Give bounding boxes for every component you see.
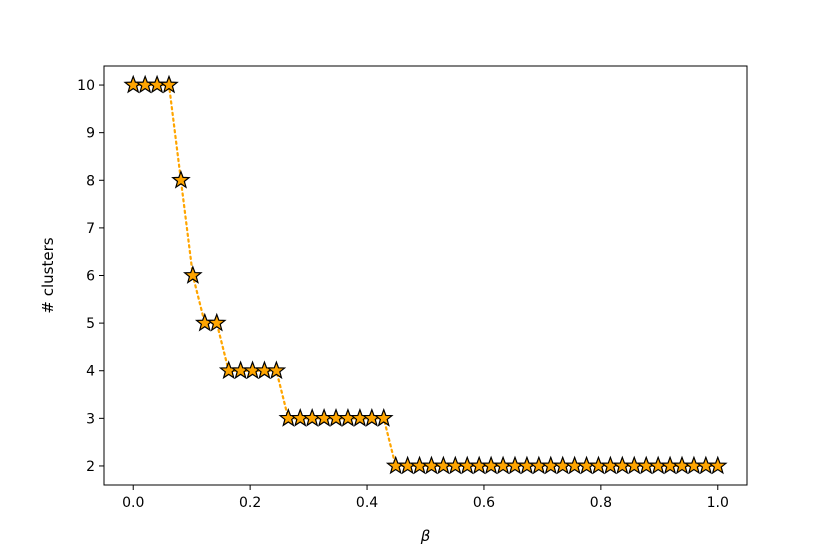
- y-tick-label: 2: [86, 459, 95, 475]
- x-tick-label: 0.6: [473, 495, 495, 511]
- data-point-star: [183, 265, 203, 284]
- y-axis: 2 3 4 5 6 7 8 9 10: [77, 78, 104, 475]
- plot-frame: [103, 65, 748, 486]
- x-tick-label: 0.0: [122, 495, 144, 511]
- y-tick-label: 4: [86, 364, 95, 380]
- x-tick-label: 0.2: [239, 495, 261, 511]
- y-tick-label: 6: [86, 269, 95, 285]
- series-layer: [123, 74, 728, 475]
- data-point-star: [171, 169, 191, 189]
- data-point-star: [266, 360, 287, 380]
- data-point-star: [373, 408, 394, 427]
- x-axis-label: β: [420, 527, 431, 545]
- y-tick-label: 7: [86, 221, 95, 237]
- y-axis-label: # clusters: [39, 237, 57, 313]
- x-tick-label: 0.8: [590, 495, 612, 511]
- y-tick-label: 8: [86, 173, 95, 189]
- series-line: [132, 83, 719, 468]
- y-tick-label: 10: [77, 78, 95, 94]
- data-point-star: [707, 455, 728, 475]
- x-axis: 0.0 0.2 0.4 0.6 0.8 1.0: [122, 485, 729, 511]
- x-tick-label: 1.0: [707, 495, 729, 511]
- y-tick-label: 5: [86, 316, 95, 332]
- data-point-star: [206, 312, 227, 332]
- x-tick-label: 0.4: [356, 495, 378, 511]
- y-tick-label: 3: [86, 411, 95, 427]
- y-tick-label: 9: [86, 126, 95, 142]
- data-point-star: [159, 74, 179, 94]
